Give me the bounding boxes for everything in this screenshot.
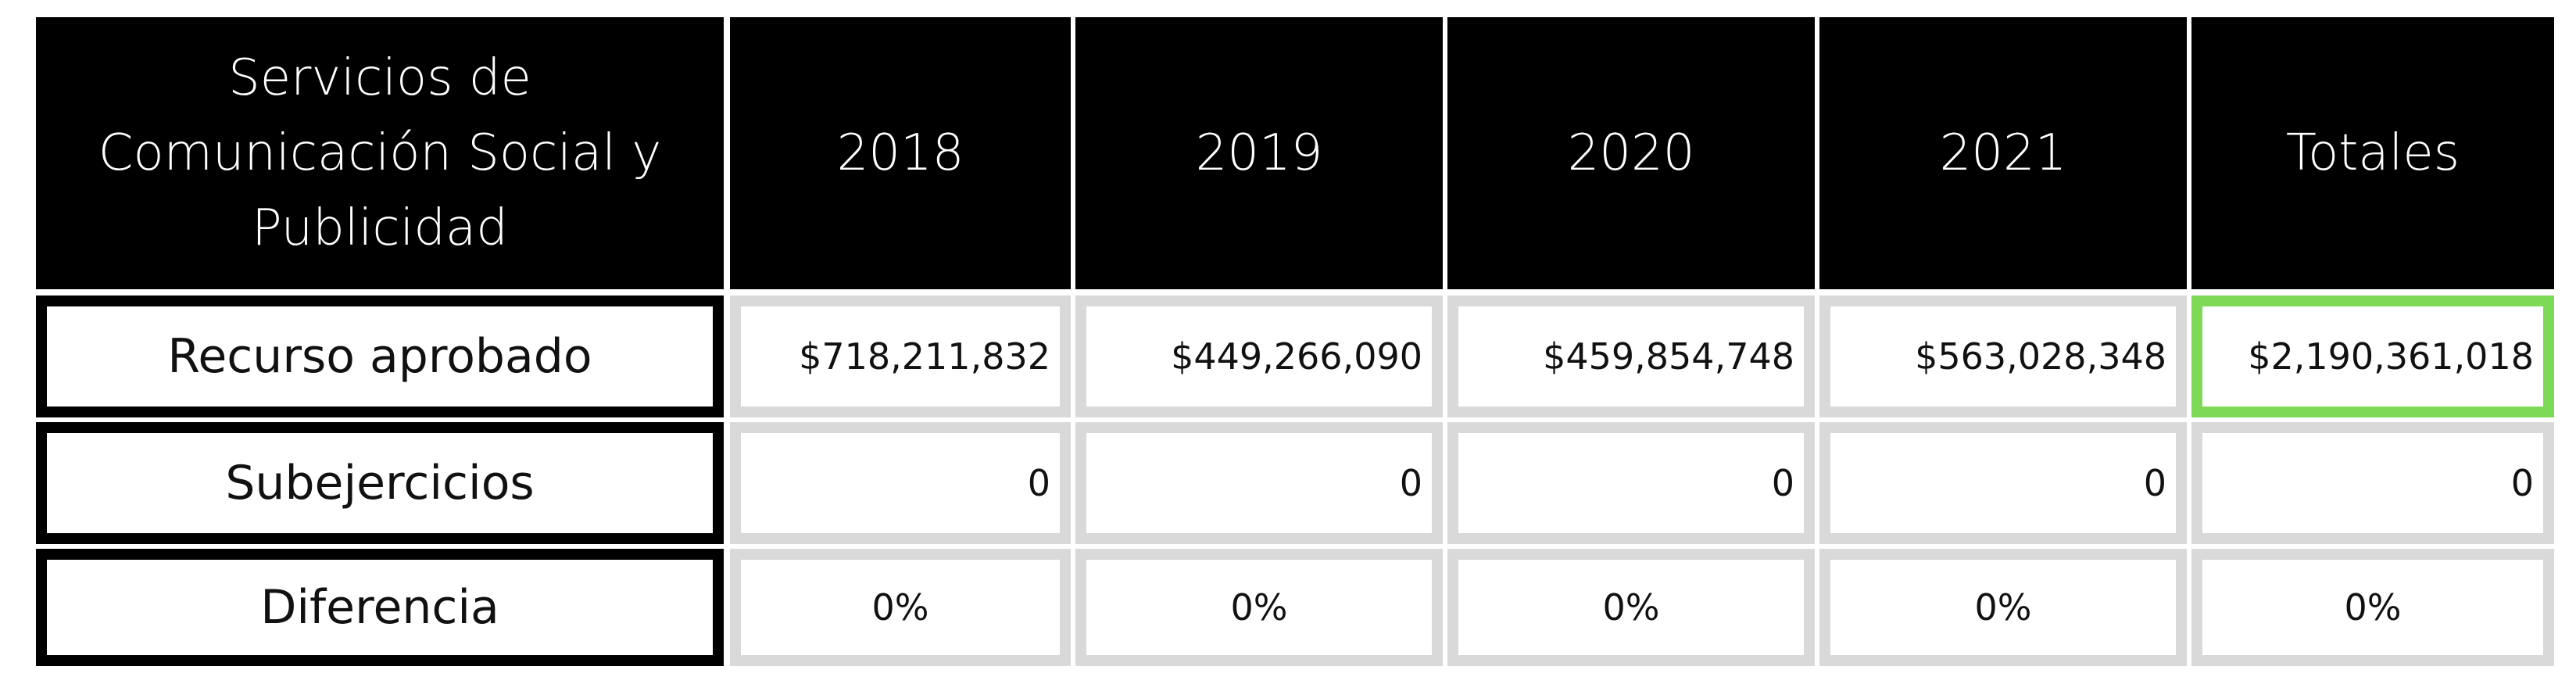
header-title: Servicios de Comunicación Social y Publi… [98,41,662,266]
cell-value: 0% [1830,560,2176,655]
cell-value: 0% [741,560,1060,655]
row-label-recurso-aprobado: Recurso aprobado [36,296,724,417]
header-title-line: Servicios de [228,49,531,107]
cell-recurso-2019: $449,266,090 [1075,296,1443,417]
header-title-line: Comunicación Social y [98,124,662,182]
cell-recurso-2018: $718,211,832 [730,296,1071,417]
cell-value: 0 [1458,433,1804,533]
header-year-2020: 2020 [1447,17,1815,289]
cell-diferencia-total: 0% [2191,549,2554,666]
row-label-text: Diferencia [47,560,713,655]
cell-diferencia-2021: 0% [1819,549,2187,666]
cell-recurso-2020: $459,854,748 [1447,296,1815,417]
header-title-line: Publicidad [252,199,508,257]
row-label-diferencia: Diferencia [36,549,724,666]
cell-subejercicios-total: 0 [2191,422,2554,544]
cell-diferencia-2018: 0% [730,549,1071,666]
cell-value: $459,854,748 [1458,306,1804,407]
cell-value: 0 [1086,433,1432,533]
cell-value: $2,190,361,018 [2202,306,2543,407]
cell-recurso-total: $2,190,361,018 [2191,296,2554,417]
cell-value: 0 [1830,433,2176,533]
row-label-subejercicios: Subejercicios [36,422,724,544]
header-year-2021: 2021 [1819,17,2187,289]
header-year-2018: 2018 [730,17,1071,289]
cell-value: 0 [2202,433,2543,533]
cell-value: 0% [1086,560,1432,655]
row-label-text: Recurso aprobado [47,306,713,407]
cell-subejercicios-2021: 0 [1819,422,2187,544]
cell-value: 0% [1458,560,1804,655]
cell-value: 0% [2202,560,2543,655]
cell-diferencia-2020: 0% [1447,549,1815,666]
cell-value: $449,266,090 [1086,306,1432,407]
cell-value: $563,028,348 [1830,306,2176,407]
comunicacion-social-table: Servicios de Comunicación Social y Publi… [36,17,2560,666]
cell-subejercicios-2018: 0 [730,422,1071,544]
cell-diferencia-2019: 0% [1075,549,1443,666]
header-totales: Totales [2191,17,2554,289]
cell-subejercicios-2020: 0 [1447,422,1815,544]
cell-value: 0 [741,433,1060,533]
cell-value: $718,211,832 [741,306,1060,407]
header-title-cell: Servicios de Comunicación Social y Publi… [36,17,724,289]
cell-subejercicios-2019: 0 [1075,422,1443,544]
header-year-2019: 2019 [1075,17,1443,289]
cell-recurso-2021: $563,028,348 [1819,296,2187,417]
row-label-text: Subejercicios [47,433,713,533]
